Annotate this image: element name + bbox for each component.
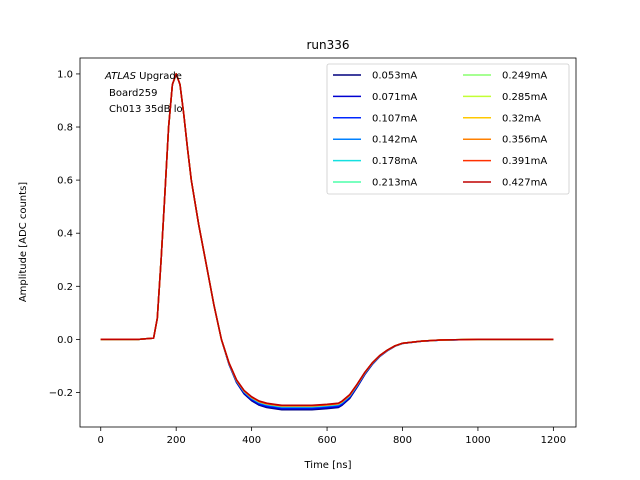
legend-box	[326, 63, 570, 195]
y-tick-label: 1.0	[57, 69, 73, 80]
annotation-channel: Ch013 35dB lo	[109, 104, 183, 115]
x-tick-label: 1000	[465, 435, 490, 446]
legend: 0.053mA 0.071mA 0.107mA 0.142mA 0.178mA 0.213…	[326, 63, 570, 195]
legend-entry-label: 0.107mA	[372, 113, 417, 124]
y-tick-label: 0.8	[57, 123, 73, 134]
svg-text:ATLAS Upgrade: ATLAS Upgrade	[104, 71, 182, 82]
legend-entry-label: 0.178mA	[372, 156, 417, 167]
x-tick-label: 200	[167, 435, 186, 446]
legend-entry-label: 0.32mA	[502, 113, 541, 124]
legend-entry-label: 0.285mA	[502, 92, 547, 103]
annotation-atlas: ATLAS	[104, 71, 137, 82]
x-tick-label: 1200	[541, 435, 566, 446]
axes-layer: 0 200 400 600 800 1000 1200 −0.2 0.0 0.2 0.4 0.6 0.8…	[49, 57, 577, 446]
series-line-11	[100, 73, 554, 406]
legend-entry-label: 0.053mA	[372, 71, 417, 82]
x-tick-label: 0	[98, 435, 104, 446]
atlas-annotation: ATLAS Upgrade Board259 Ch013 35dB lo	[104, 71, 183, 115]
legend-entry-label: 0.142mA	[372, 135, 417, 146]
annotation-upgrade: Upgrade	[136, 71, 182, 82]
legend-entry-label: 0.427mA	[502, 178, 547, 189]
plot-frame	[79, 57, 577, 428]
series-layer	[100, 73, 554, 411]
y-tick-label: 0.4	[57, 229, 73, 240]
legend-entry-label: 0.391mA	[502, 156, 547, 167]
y-tick-label: 0.0	[57, 335, 73, 346]
x-axis-label: Time [ns]	[303, 460, 351, 471]
legend-entry-label: 0.249mA	[502, 71, 547, 82]
x-tick-label: 400	[242, 435, 261, 446]
x-tick-label: 600	[318, 435, 337, 446]
y-axis-label: Amplitude [ADC counts]	[18, 182, 29, 302]
y-tick-label: 0.6	[57, 176, 73, 187]
legend-entry-label: 0.071mA	[372, 92, 417, 103]
legend-entry-label: 0.356mA	[502, 135, 547, 146]
y-tick-label: 0.2	[57, 282, 73, 293]
x-tick-label: 800	[393, 435, 412, 446]
chart-title: run336	[306, 38, 349, 52]
annotation-board: Board259	[109, 88, 157, 99]
y-tick-label: −0.2	[49, 388, 73, 399]
legend-entry-label: 0.213mA	[372, 178, 417, 189]
